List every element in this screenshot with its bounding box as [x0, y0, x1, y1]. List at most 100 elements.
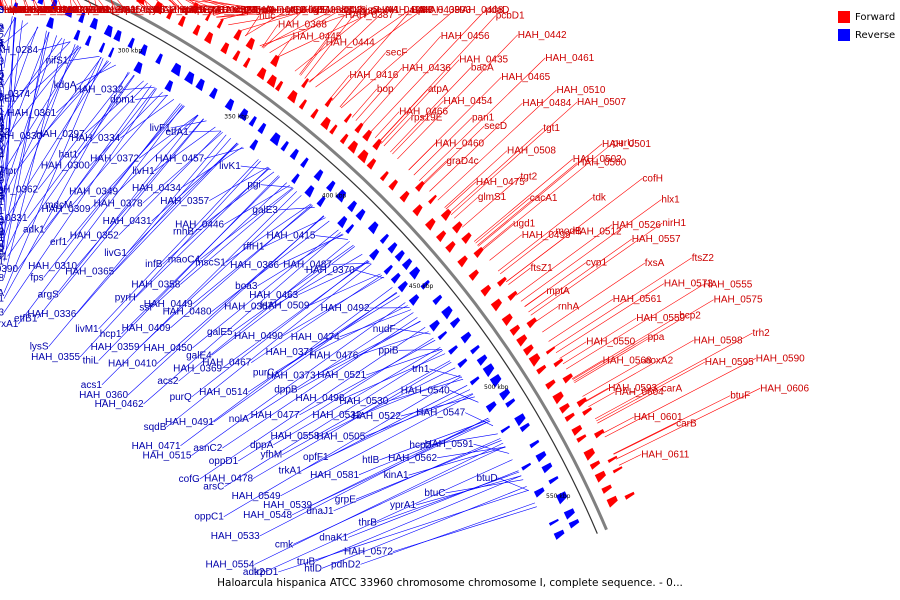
reverse-leader-line	[199, 326, 426, 480]
reverse-gene-label: hmcA	[0, 41, 4, 52]
reverse-feature	[390, 272, 401, 284]
forward-gene-label: atpC	[204, 5, 225, 16]
forward-gene-label: rps19E	[411, 112, 443, 123]
reverse-gene-label: qacE	[0, 149, 4, 160]
forward-feature-outer	[379, 171, 389, 182]
forward-leader-line	[216, 9, 282, 18]
reverse-leader-line	[3, 35, 57, 192]
reverse-leader-line	[188, 130, 221, 133]
reverse-leader-line	[58, 118, 204, 295]
forward-gene-label: atpE	[309, 5, 330, 16]
reverse-leader-line	[315, 321, 421, 376]
reverse-gene-label: HAH_0372	[90, 153, 139, 164]
forward-gene-label: HAH_0575	[714, 295, 763, 306]
reverse-leader-line	[299, 339, 436, 416]
forward-gene-label: rnhA	[558, 301, 579, 312]
reverse-gene-label: boa3	[235, 281, 258, 292]
forward-feature-outer	[501, 313, 513, 326]
reverse-gene-label: trkA1	[278, 466, 302, 477]
reverse-leader-line	[240, 165, 272, 170]
forward-leader-line	[548, 298, 613, 342]
reverse-leader-line	[27, 74, 135, 219]
forward-leader-line	[309, 9, 386, 83]
forward-leader-line	[308, 9, 410, 82]
reverse-gene-label: btuC	[424, 488, 445, 499]
forward-gene-label: HAH_0428	[377, 5, 426, 16]
reverse-feature-outer	[184, 71, 195, 85]
forward-leader-line	[276, 36, 293, 59]
legend-reverse: Reverse	[838, 26, 895, 44]
forward-gene-label: HAH_0368	[278, 20, 327, 31]
forward-feature-outer	[298, 99, 307, 110]
reverse-feature-outer	[470, 344, 480, 355]
forward-leader-line	[582, 360, 645, 397]
reverse-gene-label: HAH_0212	[0, 24, 4, 35]
forward-leader-line	[429, 102, 523, 192]
forward-leader-line	[262, 9, 304, 49]
reverse-gene-label: HAH_0373	[267, 370, 316, 381]
forward-gene-label: pan1	[472, 113, 495, 124]
reverse-feature	[383, 264, 393, 275]
reverse-gene-label: HAH_0505	[316, 431, 365, 442]
reverse-leader-line	[192, 205, 313, 305]
reverse-gene-label: lipA	[0, 288, 4, 299]
reverse-gene-label: pspA	[0, 80, 4, 91]
reverse-gene-label: dgoA2	[0, 239, 4, 250]
reverse-gene-label: thrB	[359, 518, 378, 529]
reverse-gene-label: acs2	[157, 376, 179, 387]
reverse-leader-line	[355, 440, 502, 500]
forward-gene-label: HAH_0338	[59, 5, 108, 16]
forward-gene-label: ftsZ1	[531, 263, 554, 274]
reverse-feature	[448, 345, 458, 355]
reverse-gene-label: yfmJ1	[0, 206, 4, 217]
forward-gene-label: HAH_0435	[459, 55, 508, 66]
forward-gene-label: HAH_0282	[36, 5, 85, 16]
reverse-leader-line	[293, 446, 506, 545]
reverse-gene-label: HAH_0332	[74, 85, 123, 96]
forward-feature-outer	[192, 24, 201, 36]
forward-leader-line	[524, 262, 587, 307]
forward-leader-line	[294, 9, 372, 72]
reverse-leader-line	[154, 126, 216, 172]
reverse-gene-label: moxR1	[0, 256, 4, 267]
forward-leader-line	[369, 9, 486, 134]
reverse-feature-outer	[37, 0, 44, 5]
reverse-feature	[291, 173, 300, 184]
reverse-leader-line	[339, 309, 412, 338]
forward-gene-label: metA	[4, 5, 28, 16]
reverse-gene-label: pdhD2	[331, 559, 361, 570]
reverse-feature-outer	[514, 413, 526, 427]
reverse-gene-label: adk2	[243, 567, 265, 578]
reverse-gene-label: trpD1	[254, 567, 279, 578]
reverse-gene-label: HAH_0297	[36, 129, 85, 140]
forward-leader-line	[261, 24, 279, 48]
forward-leader-line	[191, 2, 205, 11]
forward-gene-label: ftsY	[62, 5, 80, 16]
reverse-leader-line	[3, 17, 16, 212]
forward-gene-label: fxsA	[645, 258, 665, 269]
forward-feature-outer	[320, 116, 331, 131]
forward-feature	[343, 113, 352, 123]
reverse-gene-label: HAH_0467	[202, 358, 251, 369]
forward-feature	[576, 397, 587, 408]
reverse-gene-label: HAH_0249	[0, 244, 4, 255]
forward-gene-label: modB	[556, 226, 582, 237]
reverse-feature	[345, 224, 355, 234]
forward-leader-line	[448, 127, 544, 214]
reverse-gene-label: dpm1	[110, 95, 135, 106]
reverse-leader-line	[348, 470, 519, 538]
forward-leader-line	[444, 150, 508, 208]
reverse-leader-line	[257, 233, 343, 287]
forward-gene-label: HAH_0500	[577, 158, 626, 169]
forward-leader-line	[188, 0, 208, 11]
forward-feature	[594, 429, 605, 439]
reverse-leader-line	[259, 417, 489, 537]
reverse-gene-label: erf1	[50, 237, 68, 248]
forward-gene-label: hemD	[4, 5, 31, 16]
reverse-leader-line	[0, 135, 5, 170]
reverse-gene-label: pdhB1	[0, 112, 4, 123]
forward-gene-label: recJ1	[4, 5, 29, 16]
forward-gene-label: aspB1	[27, 5, 56, 16]
reverse-leader-line	[84, 80, 144, 135]
reverse-leader-line	[3, 20, 23, 178]
